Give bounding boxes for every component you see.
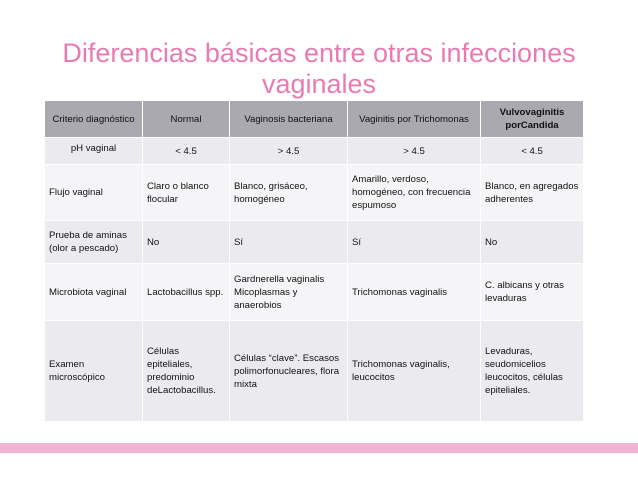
table-cell: Amarillo, verdoso, homogéneo, con frecue… <box>347 164 481 221</box>
table-cell: > 4.5 <box>347 137 481 165</box>
table-cell: < 4.5 <box>142 137 230 165</box>
table-cell: No <box>480 220 584 264</box>
bottom-accent-bar <box>0 443 638 453</box>
table-cell: Células epiteliales, predominio deLactob… <box>142 320 230 422</box>
header-criterio: Criterio diagnóstico <box>44 100 143 138</box>
header-candida: Vulvovaginitis porCandida <box>480 100 584 138</box>
table-cell: Prueba de aminas (olor a pescado) <box>44 220 143 264</box>
table-row: Microbiota vaginal Lactobacillus spp. Ga… <box>44 263 584 321</box>
table-row: Flujo vaginal Claro o blanco flocular Bl… <box>44 164 584 221</box>
table-cell: Claro o blanco flocular <box>142 164 230 221</box>
table-cell: Sí <box>229 220 348 264</box>
table-row: pH vaginal < 4.5 > 4.5 > 4.5 < 4.5 <box>44 137 584 165</box>
slide-title: Diferencias básicas entre otras infeccio… <box>62 38 576 99</box>
table-cell: pH vaginal <box>44 137 143 165</box>
table-cell: Microbiota vaginal <box>44 263 143 321</box>
table-cell: Blanco, en agregados adherentes <box>480 164 584 221</box>
table-row: Examen microscópico Células epiteliales,… <box>44 320 584 422</box>
table-row: Prueba de aminas (olor a pescado) No Sí … <box>44 220 584 264</box>
table-cell: Levaduras, seudomicelios leucocitos, cél… <box>480 320 584 422</box>
table-header-row: Criterio diagnóstico Normal Vaginosis ba… <box>44 100 584 138</box>
table-cell: No <box>142 220 230 264</box>
header-normal: Normal <box>142 100 230 138</box>
table-cell: Trichomonas vaginalis <box>347 263 481 321</box>
table-cell: Blanco, grisáceo, homogéneo <box>229 164 348 221</box>
comparison-table: Criterio diagnóstico Normal Vaginosis ba… <box>44 100 584 422</box>
header-vaginosis: Vaginosis bacteriana <box>229 100 348 138</box>
table-cell: Gardnerella vaginalis Micoplasmas y anae… <box>229 263 348 321</box>
table-cell: > 4.5 <box>229 137 348 165</box>
table-cell: Lactobacillus spp. <box>142 263 230 321</box>
table-cell: Sí <box>347 220 481 264</box>
table-cell: Células “clave”. Escasos polimorfonuclea… <box>229 320 348 422</box>
header-trichomonas: Vaginitis por Trichomonas <box>347 100 481 138</box>
table-cell: C. albicans y otras levaduras <box>480 263 584 321</box>
table-cell: < 4.5 <box>480 137 584 165</box>
table-cell: Flujo vaginal <box>44 164 143 221</box>
table-cell: Trichomonas vaginalis, leucocitos <box>347 320 481 422</box>
table-cell: Examen microscópico <box>44 320 143 422</box>
